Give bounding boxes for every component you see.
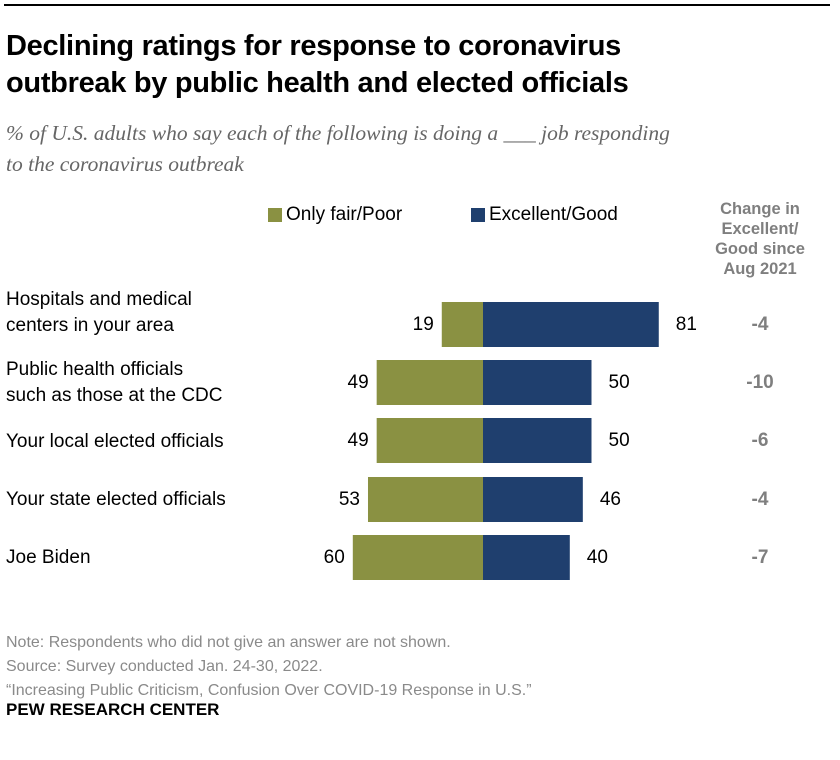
- value-label-good: 50: [608, 429, 630, 451]
- row-label-line: Your local elected officials: [6, 431, 224, 452]
- bar-only-fair-poor: [367, 477, 483, 522]
- value-label-good: 50: [608, 371, 630, 393]
- row-label-line: Joe Biden: [6, 547, 91, 568]
- row-label: Hospitals and medical centers in your ar…: [6, 287, 192, 339]
- row-label: Public health officials such as those at…: [6, 357, 223, 409]
- row-label: Your state elected officials: [6, 487, 226, 513]
- bar-only-fair-poor: [352, 535, 483, 580]
- title-line-1: Declining ratings for response to corona…: [6, 30, 621, 62]
- change-column-header: Change in Excellent/ Good since Aug 2021: [700, 199, 820, 279]
- footer-report-title: “Increasing Public Criticism, Confusion …: [6, 682, 532, 699]
- subtitle-line-1: % of U.S. adults who say each of the fol…: [6, 121, 670, 145]
- row-label: Your local elected officials: [6, 429, 224, 455]
- top-rule: [4, 4, 830, 6]
- value-label-good: 40: [586, 546, 608, 568]
- change-header-line: Change in: [720, 200, 800, 218]
- bar-excellent-good: [483, 302, 659, 347]
- title-line-2: outbreak by public health and elected of…: [6, 67, 629, 99]
- bar-excellent-good: [483, 418, 592, 463]
- footer-note: Note: Respondents who did not give an an…: [6, 634, 451, 651]
- row-label-line: centers in your area: [6, 315, 174, 336]
- value-label-poor: 49: [347, 429, 369, 451]
- footer-source: Source: Survey conducted Jan. 24-30, 202…: [6, 658, 323, 675]
- row-label: Joe Biden: [6, 545, 91, 571]
- legend-swatch-good: [471, 208, 485, 222]
- pew-logo-text: PEW RESEARCH CENTER: [6, 700, 220, 719]
- row-label-line: Hospitals and medical: [6, 289, 192, 310]
- change-header-line: Excellent/: [721, 220, 799, 238]
- value-label-poor: 60: [323, 546, 345, 568]
- change-value: -4: [751, 488, 769, 510]
- legend-item-poor: Only fair/Poor: [268, 204, 402, 226]
- legend-label-good: Excellent/Good: [489, 204, 618, 225]
- bar-only-fair-poor: [376, 360, 483, 405]
- bar-only-fair-poor: [441, 302, 483, 347]
- value-label-good: 46: [599, 488, 621, 510]
- change-value: -6: [751, 429, 769, 451]
- change-value: -10: [746, 371, 774, 393]
- bar-excellent-good: [483, 477, 583, 522]
- bar-only-fair-poor: [376, 418, 483, 463]
- legend-label-poor: Only fair/Poor: [286, 204, 403, 225]
- chart-title: Declining ratings for response to corona…: [6, 28, 826, 102]
- subtitle-line-2: to the coronavirus outbreak: [6, 152, 244, 176]
- chart-subtitle: % of U.S. adults who say each of the fol…: [6, 118, 832, 180]
- legend-item-good: Excellent/Good: [471, 204, 618, 226]
- value-label-poor: 49: [347, 371, 369, 393]
- change-value: -4: [751, 313, 769, 335]
- change-header-line: Good since: [715, 240, 805, 258]
- change-value: -7: [751, 546, 769, 568]
- value-label-poor: 53: [338, 488, 360, 510]
- row-label-line: such as those at the CDC: [6, 385, 223, 406]
- change-header-line: Aug 2021: [723, 260, 797, 278]
- legend-swatch-poor: [268, 208, 282, 222]
- bar-excellent-good: [483, 360, 592, 405]
- value-label-good: 81: [675, 313, 697, 335]
- row-label-line: Your state elected officials: [6, 489, 226, 510]
- value-label-poor: 19: [412, 313, 434, 335]
- bar-excellent-good: [483, 535, 570, 580]
- row-label-line: Public health officials: [6, 359, 184, 380]
